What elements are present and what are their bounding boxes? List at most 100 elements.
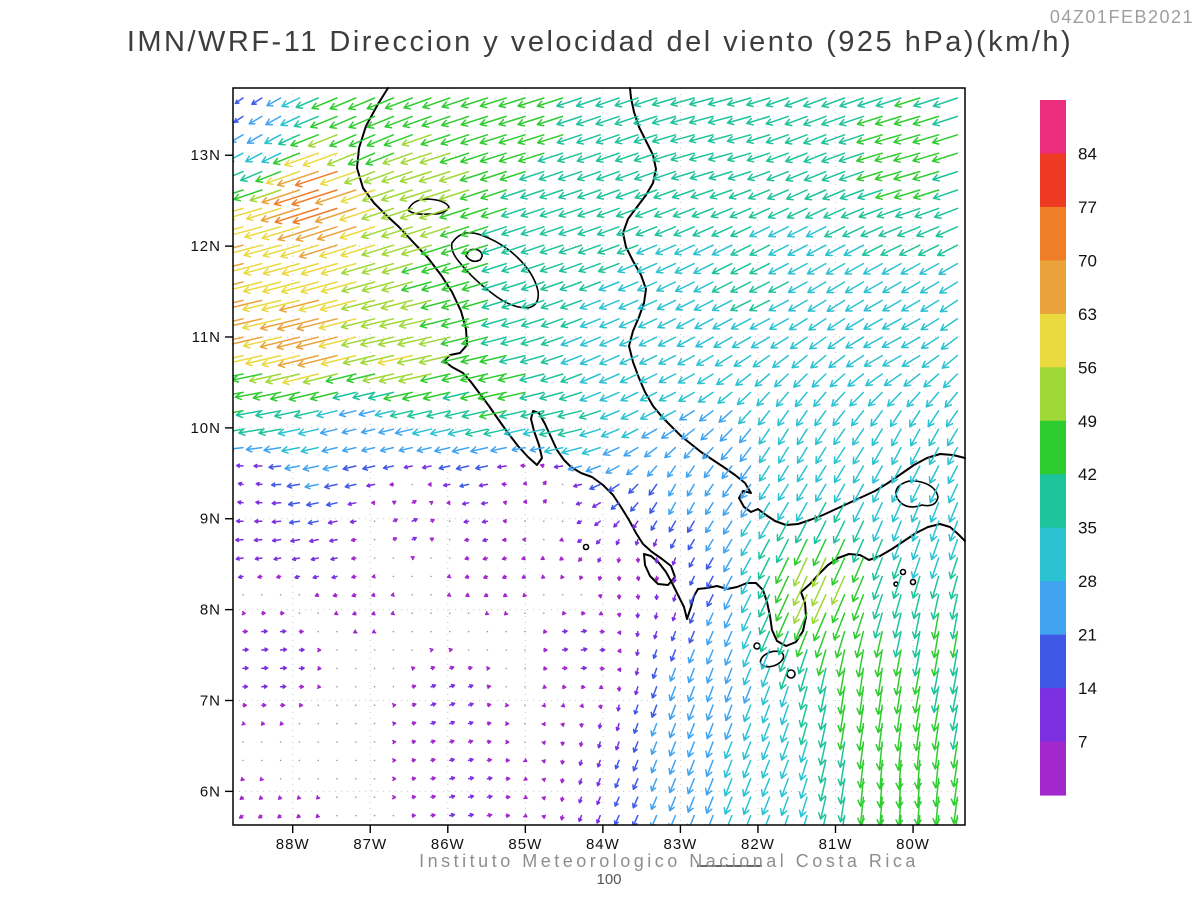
calm-dot <box>355 649 357 651</box>
wind-arrow <box>596 207 620 219</box>
wind-arrow <box>467 757 474 763</box>
wind-arrow <box>329 134 357 148</box>
wind-arrow <box>852 483 865 503</box>
wind-arrow <box>461 501 470 506</box>
wind-arrow <box>913 97 940 109</box>
wind-arrow <box>411 536 417 541</box>
wind-arrow <box>258 814 263 819</box>
wind-arrow <box>628 483 639 494</box>
wind-arrow <box>351 556 357 561</box>
wind-arrow <box>541 574 546 579</box>
wind-arrow <box>806 262 827 275</box>
wind-arrow <box>418 336 451 347</box>
wind-arrow <box>818 759 827 784</box>
wind-arrow <box>861 814 865 825</box>
wind-arrow <box>691 207 714 219</box>
wind-arrow <box>940 318 959 332</box>
wind-arrow <box>845 354 865 368</box>
wind-arrow <box>240 776 245 782</box>
wind-arrow <box>481 262 507 274</box>
calm-dot <box>561 594 564 596</box>
wind-arrow <box>400 244 432 257</box>
calm-dot <box>336 778 338 780</box>
wind-arrow <box>614 778 620 789</box>
calm-dot <box>430 612 432 614</box>
wind-arrow <box>560 778 565 784</box>
wind-arrow <box>796 428 808 446</box>
wind-arrow <box>635 557 641 563</box>
wind-arrow <box>746 115 771 126</box>
wind-arrow <box>948 520 959 542</box>
wind-arrow <box>517 97 545 109</box>
calm-dot <box>355 704 357 706</box>
wind-arrow <box>809 336 827 350</box>
wind-arrow <box>761 704 771 724</box>
wind-arrow <box>411 702 417 708</box>
wind-arrow <box>558 244 583 255</box>
wind-arrow <box>248 373 282 384</box>
wind-arrow <box>772 354 789 369</box>
wind-arrow <box>812 612 827 642</box>
wind-arrow <box>319 299 357 313</box>
wind-arrow <box>947 465 959 485</box>
wind-arrow <box>579 354 601 366</box>
wind-arrow <box>455 464 470 471</box>
wind-arrow <box>615 722 620 732</box>
wind-arrow <box>481 318 507 328</box>
wind-arrow <box>560 703 566 708</box>
wind-arrow <box>863 336 883 349</box>
wind-arrow <box>705 686 714 703</box>
wind-arrow <box>748 207 771 219</box>
calm-dot <box>279 741 282 743</box>
wind-arrow <box>815 465 827 483</box>
wind-arrow <box>711 262 733 275</box>
wind-arrow <box>511 446 526 453</box>
wind-arrow <box>650 796 658 811</box>
wind-arrow <box>803 170 827 182</box>
wind-arrow <box>760 649 771 670</box>
colorbar-segment <box>1040 100 1066 155</box>
wind-arrow <box>618 299 639 311</box>
wind-arrow <box>707 97 733 107</box>
wind-arrow <box>460 115 489 127</box>
wind-arrow <box>578 410 601 420</box>
wind-arrow <box>633 115 658 126</box>
wind-arrow <box>438 464 451 471</box>
wind-arrow <box>598 704 603 710</box>
wind-arrow <box>521 556 526 561</box>
wind-arrow <box>891 538 902 561</box>
wind-arrow <box>893 134 921 145</box>
wind-arrow <box>418 170 451 184</box>
wind-arrow <box>686 759 695 776</box>
wind-arrow <box>708 170 733 181</box>
wind-arrow <box>483 428 507 437</box>
wind-arrow <box>807 299 827 312</box>
wind-arrow <box>384 115 413 129</box>
wind-arrow <box>872 538 883 562</box>
wind-arrow <box>688 134 714 144</box>
wind-arrow <box>334 611 339 616</box>
wind-arrow <box>470 446 489 455</box>
wind-arrow <box>796 483 808 502</box>
wind-arrow <box>358 409 376 418</box>
wind-arrow <box>520 336 545 347</box>
wind-arrow <box>767 189 789 201</box>
wind-arrow <box>889 410 902 428</box>
wind-arrow <box>329 115 357 129</box>
wind-arrow <box>808 318 827 331</box>
calm-dot <box>524 704 526 706</box>
wind-arrow <box>540 336 564 347</box>
wind-arrow <box>294 170 338 188</box>
calm-dot <box>261 741 263 743</box>
wind-arrow <box>242 299 282 313</box>
wind-arrow <box>689 575 695 586</box>
wind-arrow <box>420 373 451 384</box>
wind-arrow <box>449 720 456 726</box>
wind-arrow <box>652 170 677 181</box>
wind-arrow <box>686 778 695 795</box>
wind-arrow <box>903 373 921 387</box>
wind-arrow <box>461 318 489 329</box>
wind-arrow <box>378 428 395 436</box>
wind-arrow <box>596 170 620 182</box>
wind-arrow <box>788 299 808 312</box>
